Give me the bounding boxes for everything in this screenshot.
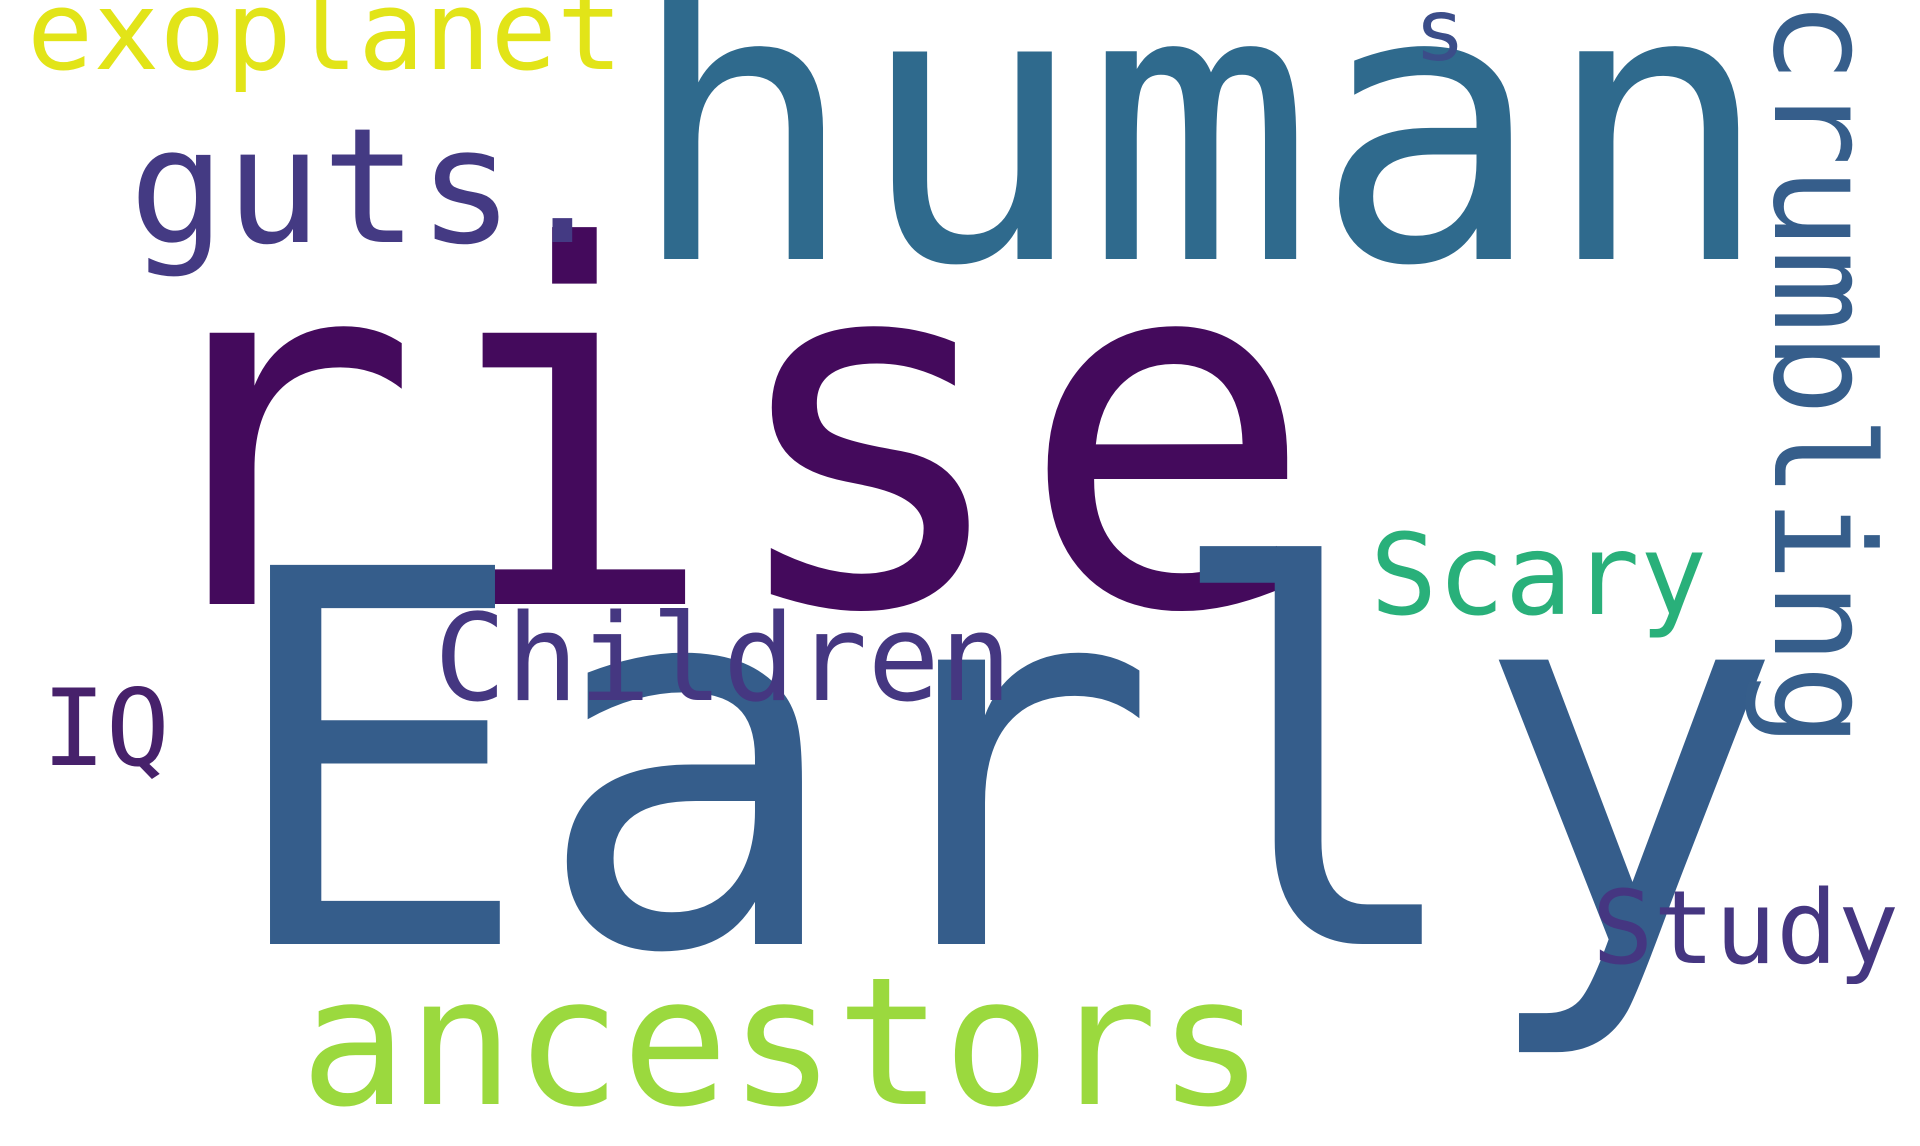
word-cloud: rise Early human ancestors crumbling gut… xyxy=(27,0,1903,1132)
word-iq: IQ xyxy=(42,667,170,790)
word-guts: guts. xyxy=(129,93,611,280)
word-exoplanet: exoplanet xyxy=(27,0,624,95)
word-children: Children xyxy=(434,590,1012,729)
word-scary: Scary xyxy=(1370,511,1708,641)
word-study: Study xyxy=(1592,869,1900,988)
word-human: human xyxy=(628,0,1772,349)
word-early: Early xyxy=(220,461,1786,1067)
word-s: s xyxy=(1414,0,1466,81)
word-rise: rise xyxy=(122,144,1317,721)
word-ancestors: ancestors xyxy=(300,939,1265,1146)
word-crumbling: crumbling xyxy=(1742,0,1903,748)
